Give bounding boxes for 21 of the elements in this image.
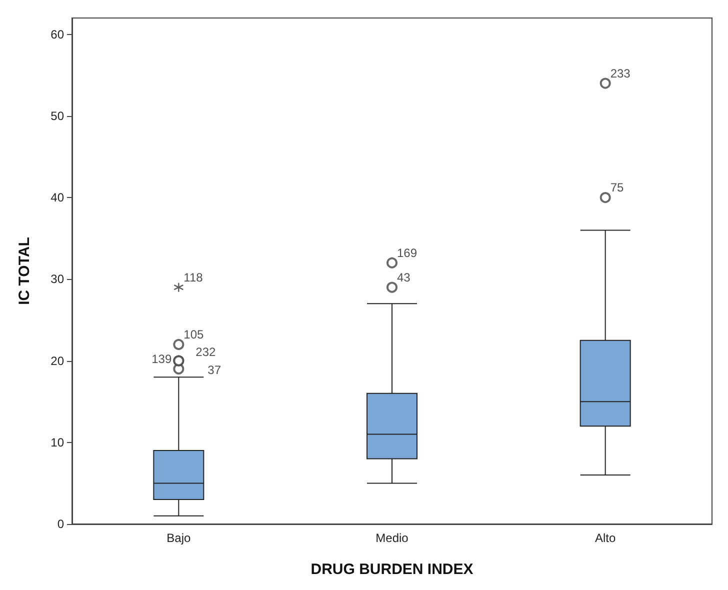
- y-axis-title: IC TOTAL: [16, 237, 33, 305]
- annotation: 43: [397, 270, 411, 284]
- annotation: 233: [610, 66, 631, 80]
- y-tick-label: 20: [50, 354, 64, 368]
- annotation: 75: [610, 180, 624, 195]
- annotation: 37: [208, 362, 222, 377]
- annotation: 232: [196, 344, 216, 359]
- x-tick-label: Bajo: [166, 531, 191, 545]
- annotation: 139: [152, 352, 172, 366]
- annotation: 118: [184, 270, 204, 284]
- y-tick-label: 0: [57, 517, 64, 531]
- x-tick-label: Medio: [376, 531, 409, 545]
- y-tick-label: 60: [50, 27, 64, 42]
- x-tick-label: Alto: [594, 531, 616, 545]
- y-tick-label: 10: [50, 435, 64, 450]
- y-tick-label: 30: [50, 272, 64, 286]
- annotation: 105: [184, 327, 204, 342]
- x-axis-title: DRUG BURDEN INDEX: [310, 561, 474, 578]
- annotation: 169: [397, 246, 418, 260]
- y-tick-label: 50: [50, 108, 64, 123]
- y-tick-label: 40: [50, 190, 64, 205]
